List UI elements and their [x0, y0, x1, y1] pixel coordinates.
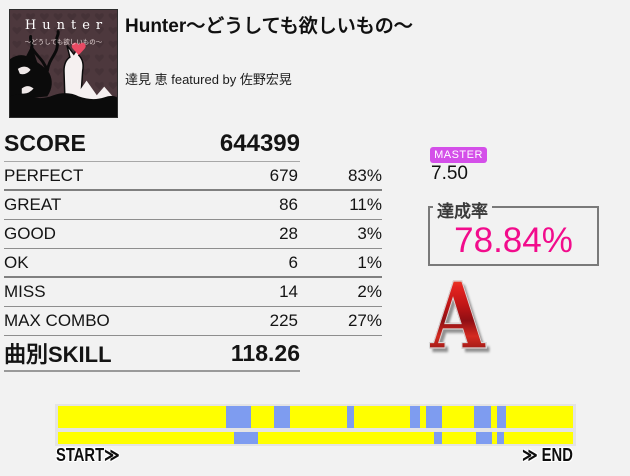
score-value: 644399	[219, 129, 300, 157]
timeline-blue-segment	[410, 406, 420, 428]
skill-value: 118.26	[230, 339, 300, 366]
judgment-label: GOOD	[4, 224, 56, 243]
judgment-percent: 3%	[357, 224, 382, 243]
jacket-art-illustration	[10, 10, 117, 117]
timeline-blue-segment	[273, 406, 290, 428]
judgment-count: 28	[279, 224, 298, 243]
timeline-blue-segment	[347, 406, 355, 428]
score-table: SCORE 644399 PERFECT 679 83% GREAT 86 11…	[4, 126, 382, 372]
rank-letter-shadow: A	[433, 274, 489, 366]
timeline-blue-segment	[496, 432, 504, 444]
achievement-label: 達成率	[433, 197, 492, 222]
timeline-blue-segment	[233, 432, 258, 444]
judgment-percent: 1%	[357, 252, 382, 272]
judgment-count: 14	[279, 282, 298, 301]
song-title: Hunter～どうしても欲しいもの～	[125, 16, 413, 37]
judgment-row-ok: OK 6 1%	[4, 249, 382, 278]
difficulty-level: 7.50	[431, 163, 468, 184]
judgment-row-perfect: PERFECT 679 83%	[4, 162, 382, 191]
judgment-row-miss: MISS 14 2%	[4, 278, 382, 307]
judgment-row-good: GOOD 28 3%	[4, 220, 382, 249]
difficulty-badge: MASTER	[430, 147, 487, 163]
judgment-percent: 11%	[349, 195, 382, 214]
timeline-bar-lower	[58, 432, 573, 444]
judgment-percent: 27%	[347, 311, 382, 330]
timeline-blue-segment	[476, 432, 493, 444]
timeline-blue-segment	[496, 406, 506, 428]
judgment-count: 86	[279, 195, 298, 214]
judgment-row-great: GREAT 86 11%	[4, 191, 382, 220]
score-label: SCORE	[4, 130, 86, 156]
achievement-value: 78.84%	[454, 221, 573, 260]
timeline-blue-segment	[225, 406, 251, 428]
judgment-label: MISS	[4, 282, 46, 301]
judgment-label: OK	[4, 252, 29, 272]
heart-icon	[71, 42, 86, 56]
rank-letter: A A	[430, 262, 500, 370]
skill-label: 曲別SKILL	[4, 342, 112, 367]
timeline-strip	[55, 404, 576, 446]
skill-row: 曲別SKILL 118.26	[4, 336, 300, 372]
achievement-box	[428, 206, 599, 266]
judgment-label: PERFECT	[4, 165, 84, 185]
judgment-row-max-combo: MAX COMBO 225 27%	[4, 307, 382, 336]
timeline-end-label: ≫ END	[522, 445, 573, 465]
judgment-label: MAX COMBO	[4, 311, 110, 330]
judgment-count: 225	[269, 311, 298, 330]
score-row: SCORE 644399	[4, 126, 300, 162]
timeline-start-label: START≫	[56, 445, 120, 465]
song-jacket: Hunter ～どうしても欲しいもの～	[9, 9, 118, 118]
timeline-bar-upper	[58, 406, 573, 428]
jacket-subtitle: ～どうしても欲しいもの～	[24, 39, 103, 46]
timeline-blue-segment	[434, 432, 442, 444]
judgment-count: 6	[288, 252, 298, 272]
judgment-percent: 2%	[357, 282, 382, 301]
judgment-count: 679	[269, 165, 298, 185]
judgment-label: GREAT	[4, 195, 62, 214]
judgment-percent: 83%	[347, 165, 382, 185]
jacket-title: Hunter	[24, 18, 109, 33]
timeline-blue-segment	[474, 406, 491, 428]
rank-letter-face: A	[430, 262, 487, 370]
song-artist: 達見 恵 featured by 佐野宏晃	[125, 72, 292, 87]
timeline-blue-segment	[426, 406, 443, 428]
